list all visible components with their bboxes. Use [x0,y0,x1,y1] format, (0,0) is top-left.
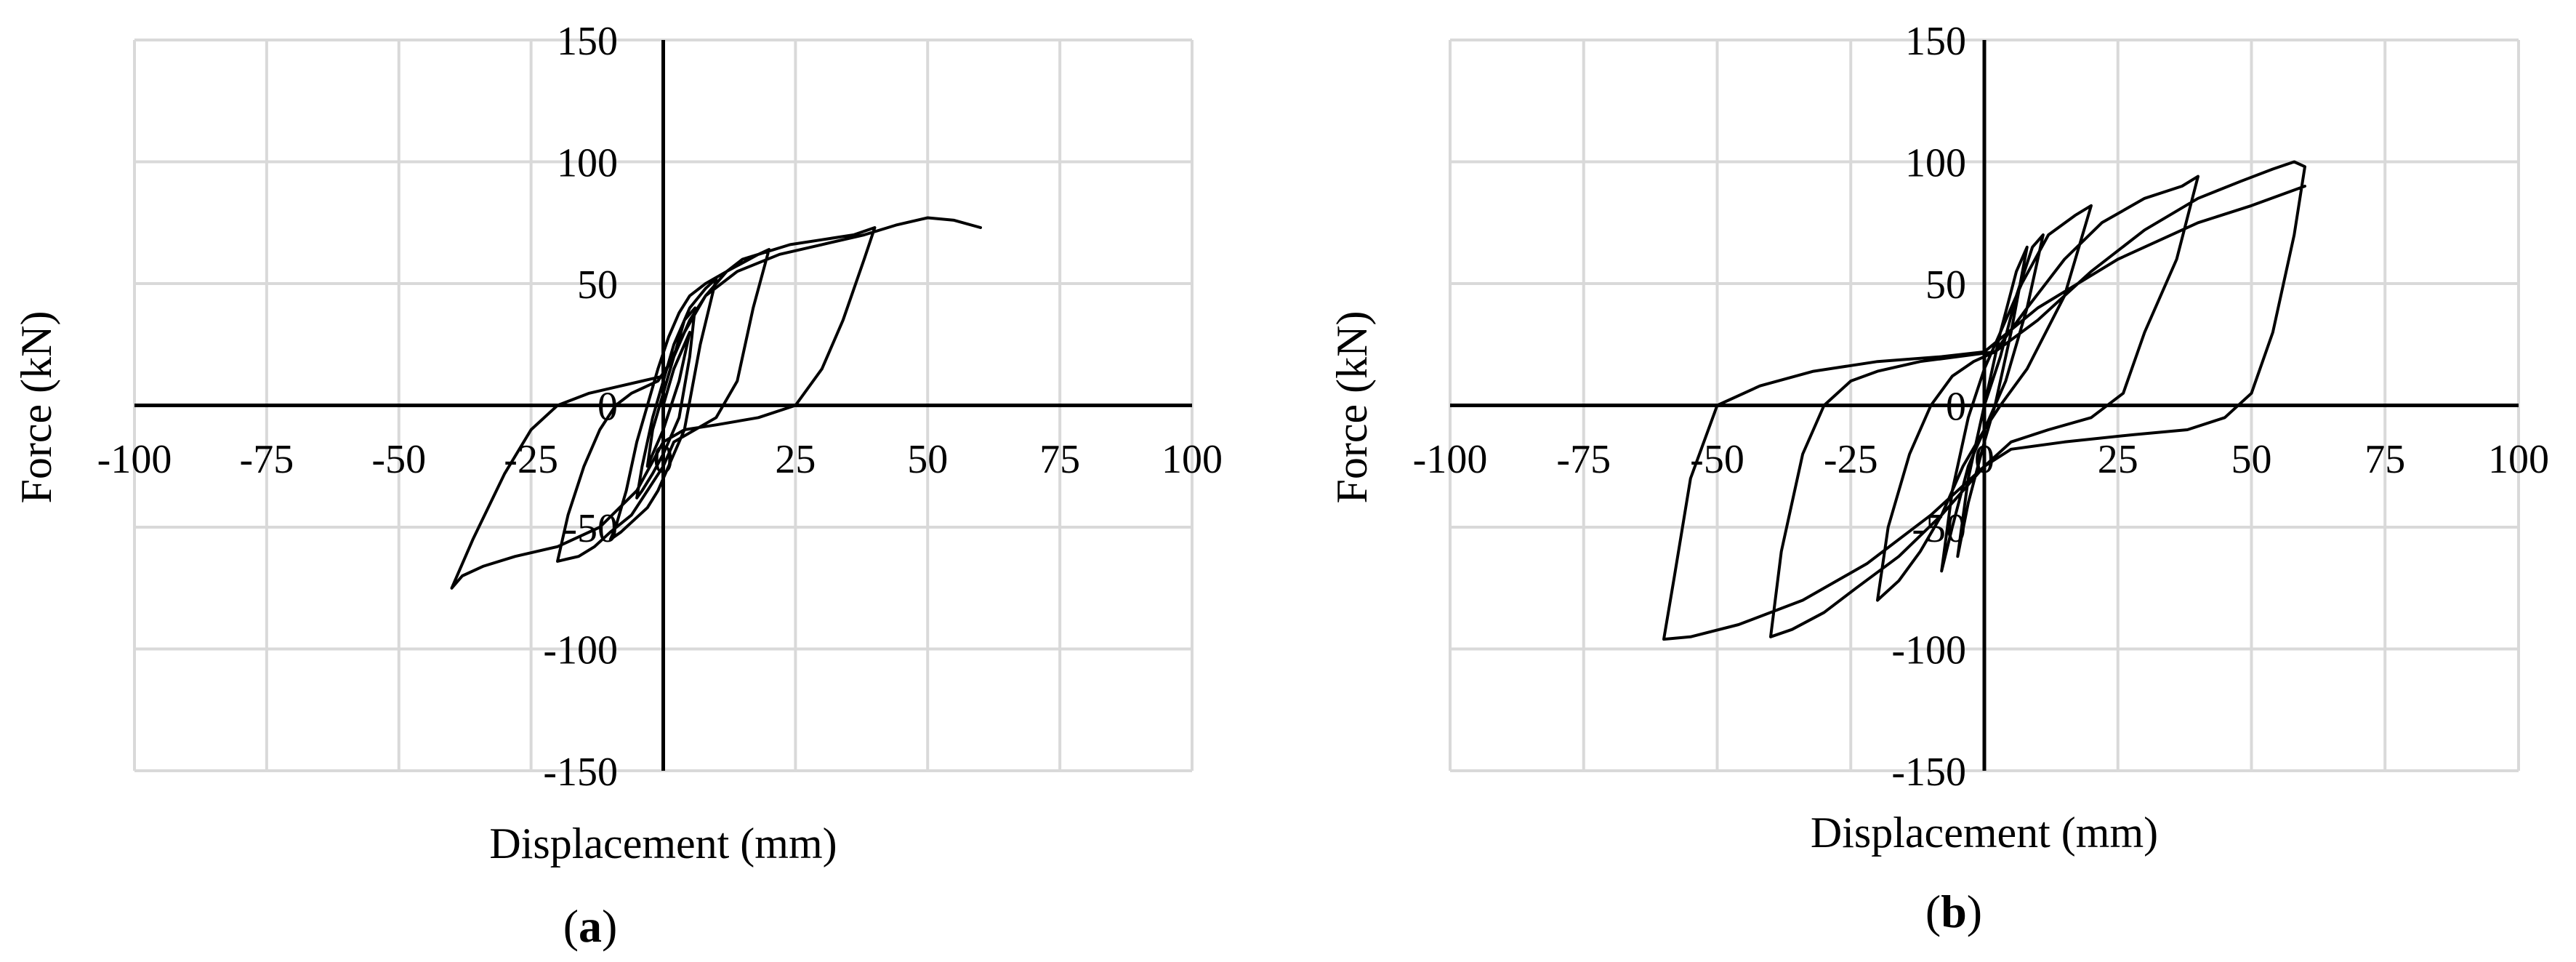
y-tick-label: 100 [1905,141,1966,186]
x-tick-label: -50 [1690,437,1744,482]
y-tick-label: -150 [1891,750,1966,795]
y-tick-label: 100 [557,141,618,186]
y-tick-label: 150 [1905,19,1966,64]
x-tick-label: 25 [2098,437,2138,482]
y-axis-title: Force (kN) [12,311,60,504]
y-tick-label: -150 [543,750,618,795]
y-tick-label: -50 [563,506,618,551]
x-tick-label: -50 [371,437,426,482]
x-tick-label: -25 [1824,437,1878,482]
x-axis-title: Displacement (mm) [1811,809,2158,857]
chart-panel-a: -100 -75 -50 -25 0 25 50 75 100 -150 -100 -50 0 50 100… [12,19,1223,952]
y-tick-label: 150 [557,19,618,64]
x-tick-label: 50 [907,437,948,482]
y-tick-label: 50 [1925,262,1966,308]
x-tick-label: -75 [240,437,294,482]
y-tick-label: -50 [1912,506,1966,551]
x-tick-label: 25 [775,437,816,482]
x-tick-label: 100 [2488,437,2549,482]
y-tick-label: -100 [1891,628,1966,673]
x-tick-label: 50 [2231,437,2272,482]
x-tick-label: 75 [1039,437,1080,482]
y-tick-label: 0 [1946,385,1966,430]
chart-b-svg: -100 -75 -50 -25 0 25 50 75 100-150-100-50050100… [1328,19,2549,937]
x-tick-label: 0 [653,437,674,482]
x-tick-label: 75 [2364,437,2405,482]
y-tick-label: 0 [597,385,618,430]
hysteresis-curve-0 [450,216,982,590]
y-tick-label: 50 [577,262,618,308]
x-tick-label: -25 [504,437,558,482]
hysteresis-curve-0 [1662,160,2306,641]
x-axis-title: Displacement (mm) [489,819,837,867]
x-tick-label: -75 [1556,437,1611,482]
chart-a-svg: -100 -75 -50 -25 0 25 50 75 100-150-100-50050100… [12,19,1223,952]
x-tick-label: -100 [97,437,172,482]
x-tick-label: 100 [1162,437,1223,482]
panel-label: (b) [1925,886,1982,937]
y-axis-title: Force (kN) [1328,311,1376,504]
x-tick-label: -100 [1413,437,1488,482]
panel-label: (a) [563,900,618,952]
chart-panel-b: -100 -75 -50 -25 0 25 50 75 100 -150 -100 -50 0 50 100… [1308,0,2576,962]
y-tick-label: -100 [543,628,618,673]
x-tick-label: 0 [1974,437,1995,482]
